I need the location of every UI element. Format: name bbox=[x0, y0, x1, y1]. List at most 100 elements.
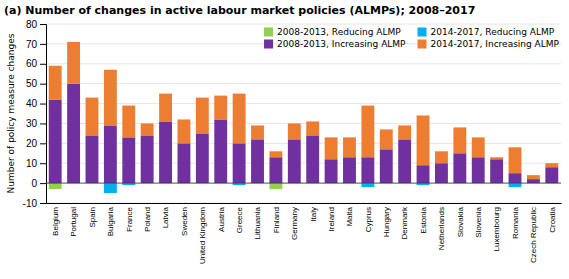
tick-label: Greece bbox=[235, 206, 244, 233]
legend-swatch bbox=[418, 28, 427, 37]
tick-label: Croatia bbox=[548, 206, 557, 232]
legend-label: 2014-2017, Reducing ALMP bbox=[431, 27, 555, 37]
tick-label: 0 bbox=[31, 178, 37, 189]
tick: Denmark bbox=[400, 203, 409, 239]
bar bbox=[141, 135, 154, 183]
bar bbox=[178, 143, 191, 183]
y-axis: -1001020304050607080 bbox=[23, 19, 47, 209]
bar bbox=[325, 137, 338, 159]
bar bbox=[490, 159, 503, 183]
bar bbox=[122, 137, 135, 183]
plot: -1001020304050607080BelgiumPortugalSpain… bbox=[23, 19, 562, 264]
tick-label: Cyprus bbox=[364, 207, 373, 232]
bar bbox=[509, 173, 522, 183]
bar bbox=[509, 147, 522, 173]
tick: Malta bbox=[345, 203, 354, 227]
tick-label: Netherlands bbox=[437, 207, 446, 250]
tick-label: Italy bbox=[308, 207, 317, 222]
bar bbox=[288, 123, 301, 139]
tick-label: Slovakia bbox=[456, 206, 465, 237]
tick: Cyprus bbox=[364, 203, 373, 232]
bar bbox=[159, 94, 172, 122]
tick: 0 bbox=[31, 178, 46, 189]
bar bbox=[398, 139, 411, 183]
tick: 30 bbox=[26, 118, 46, 129]
bar bbox=[196, 133, 209, 183]
bar bbox=[545, 163, 558, 167]
tick: Portugal bbox=[69, 203, 78, 237]
tick-label: Estonia bbox=[419, 206, 428, 233]
tick-label: Bulgaria bbox=[106, 206, 115, 236]
series bbox=[49, 42, 558, 179]
tick-label: Poland bbox=[143, 207, 152, 232]
bar bbox=[435, 151, 448, 163]
grid-line bbox=[46, 103, 561, 104]
tick: Greece bbox=[235, 203, 244, 233]
grid-line bbox=[46, 83, 561, 84]
tick: Poland bbox=[143, 203, 152, 232]
bar bbox=[325, 159, 338, 183]
bar bbox=[343, 157, 356, 183]
bar bbox=[435, 163, 448, 183]
bar bbox=[453, 153, 466, 183]
tick-label: Sweden bbox=[180, 207, 189, 236]
tick-mark bbox=[40, 84, 46, 85]
bar bbox=[49, 100, 62, 184]
bars bbox=[49, 42, 558, 193]
bar bbox=[104, 125, 117, 183]
bar bbox=[104, 70, 117, 126]
bar bbox=[104, 183, 117, 193]
tick: Netherlands bbox=[437, 203, 446, 250]
tick: Latvia bbox=[161, 203, 170, 228]
bar bbox=[380, 149, 393, 183]
legend-item: 2008-2013, Reducing ALMP bbox=[264, 27, 401, 37]
tick-label: 40 bbox=[26, 98, 38, 109]
tick: Romania bbox=[511, 203, 520, 239]
tick: 20 bbox=[26, 138, 46, 149]
x-axis: BelgiumPortugalSpainBulgariaFrancePoland… bbox=[47, 203, 562, 264]
bar bbox=[251, 125, 264, 139]
bar bbox=[288, 139, 301, 183]
tick: 60 bbox=[26, 58, 46, 69]
tick: Hungary bbox=[382, 203, 391, 237]
tick: 10 bbox=[26, 158, 46, 169]
tick: 70 bbox=[26, 39, 46, 50]
tick: Luxembourg bbox=[492, 203, 501, 251]
legend: 2008-2013, Reducing ALMP2008-2013, Incre… bbox=[264, 27, 560, 49]
bar bbox=[509, 183, 522, 187]
tick-label: Slovenia bbox=[474, 206, 483, 237]
tick: Finland bbox=[272, 203, 281, 233]
tick-label: 10 bbox=[26, 158, 38, 169]
tick-label: Germany bbox=[290, 207, 299, 240]
legend-swatch bbox=[418, 40, 427, 49]
bar bbox=[306, 121, 319, 135]
tick-label: 80 bbox=[26, 19, 38, 30]
bar bbox=[251, 139, 264, 183]
tick-label: Ireland bbox=[327, 207, 336, 231]
bar bbox=[527, 179, 540, 183]
tick: United Kingdom bbox=[198, 203, 207, 264]
tick: Estonia bbox=[419, 203, 428, 234]
tick-label: Luxembourg bbox=[492, 207, 501, 251]
tick-label: Malta bbox=[345, 206, 354, 226]
bar bbox=[380, 129, 393, 149]
bar bbox=[49, 66, 62, 100]
bar bbox=[545, 167, 558, 183]
tick-label: Austria bbox=[217, 206, 226, 231]
tick-mark bbox=[40, 183, 46, 184]
tick-label: 50 bbox=[26, 78, 38, 89]
tick-label: Romania bbox=[511, 206, 520, 239]
tick-label: Belgium bbox=[51, 207, 60, 236]
bar bbox=[233, 94, 246, 144]
tick: Belgium bbox=[51, 203, 60, 236]
tick: Slovenia bbox=[474, 203, 483, 238]
tick-label: 70 bbox=[26, 39, 38, 50]
tick-label: Denmark bbox=[400, 206, 409, 239]
y-axis-title: Number of policy measure changes bbox=[6, 33, 16, 193]
tick-mark bbox=[40, 143, 46, 144]
tick: Germany bbox=[290, 203, 299, 240]
tick: Italy bbox=[308, 203, 317, 222]
tick-mark bbox=[40, 123, 46, 124]
tick: Croatia bbox=[548, 203, 557, 233]
tick-label: Portugal bbox=[69, 207, 78, 237]
